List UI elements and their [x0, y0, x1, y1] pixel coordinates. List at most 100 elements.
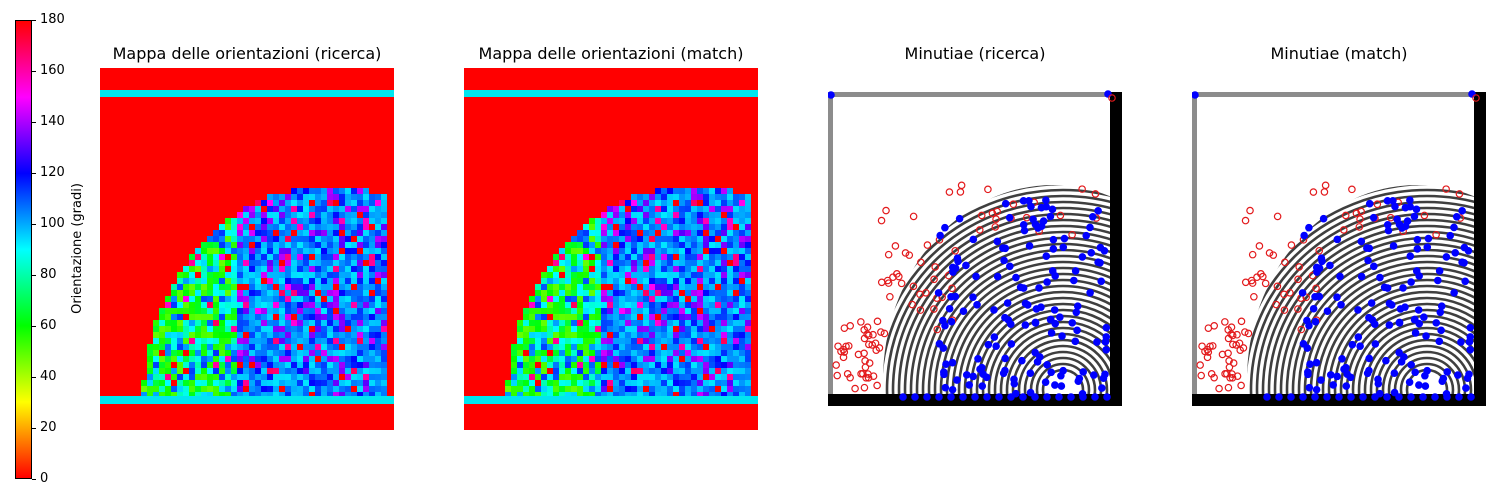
ridge-end-marker [1321, 181, 1330, 190]
ridge-end-marker [865, 340, 873, 349]
bifurcation-marker [1102, 345, 1110, 354]
ridge-end-marker [909, 282, 918, 291]
ridge-end-marker [1259, 272, 1267, 281]
bifurcation-marker [1421, 382, 1430, 390]
ridge-end-marker [1224, 383, 1233, 392]
bifurcation-marker [1094, 258, 1102, 266]
bifurcation-marker [1365, 244, 1374, 253]
bifurcation-marker [1031, 348, 1039, 357]
bifurcation-marker [942, 360, 950, 369]
ridge-end-marker [1197, 371, 1206, 380]
bifurcation-marker [1376, 273, 1384, 282]
ridge-end-marker [839, 345, 848, 354]
bifurcation-marker [1389, 196, 1397, 205]
bifurcation-marker [1354, 333, 1363, 341]
ridge-end-marker [864, 373, 873, 382]
ridge-end-marker [1203, 345, 1212, 354]
ridge-end-marker [1287, 241, 1296, 249]
ridge-end-marker [1356, 215, 1364, 223]
bifurcation-marker [1070, 276, 1078, 285]
colorbar-tick [32, 326, 36, 327]
ridge-end-marker [1432, 230, 1440, 239]
bifurcation-marker [1057, 382, 1066, 390]
bifurcation-marker [962, 371, 971, 379]
bifurcation-marker [1333, 372, 1342, 381]
ridge-end-marker [882, 206, 890, 215]
bifurcation-marker [1031, 393, 1039, 401]
bifurcation-marker [1407, 393, 1415, 401]
ridge-end-marker [1250, 292, 1258, 301]
bifurcation-marker [1466, 323, 1475, 332]
bifurcation-marker [1309, 304, 1318, 313]
ridge-end-marker [1009, 200, 1018, 209]
bifurcation-marker [1367, 299, 1376, 307]
ridge-end-marker [1068, 230, 1076, 239]
bifurcation-marker [936, 231, 944, 240]
ridge-end-marker [1294, 305, 1302, 313]
colorbar-tick [32, 377, 36, 378]
bifurcation-marker [1374, 379, 1383, 388]
ridge-end-marker [1221, 318, 1229, 326]
bifurcation-marker [1413, 235, 1422, 244]
bifurcation-marker [1315, 292, 1324, 301]
bifurcation-marker [1356, 342, 1364, 350]
ridge-end-marker [1218, 350, 1227, 359]
bifurcation-marker [1370, 262, 1378, 271]
bifurcation-marker [1443, 368, 1452, 376]
colorbar-tick-label: 0 [40, 471, 49, 486]
bifurcation-marker [1411, 315, 1419, 324]
ridge-end-marker [922, 288, 930, 297]
bifurcation-marker [1049, 235, 1058, 244]
bifurcation-marker [1437, 302, 1446, 310]
bifurcation-marker [1329, 381, 1338, 389]
ridge-end-marker [923, 241, 932, 249]
ridge-end-marker [984, 185, 992, 194]
bifurcation-marker [1458, 207, 1466, 215]
ridge-end-marker [1233, 372, 1242, 380]
bifurcation-marker [941, 223, 949, 232]
ridge-end-marker [877, 278, 886, 287]
bifurcation-marker [978, 382, 987, 390]
ridge-end-marker [1255, 242, 1264, 250]
bifurcation-marker [1021, 321, 1030, 329]
bifurcation-marker [1421, 371, 1429, 380]
bifurcation-marker [978, 363, 986, 372]
bifurcation-marker [1043, 361, 1051, 369]
ridge-end-marker [1341, 211, 1350, 220]
bifurcation-marker [1465, 370, 1473, 379]
ridge-end-marker [901, 249, 910, 257]
bifurcation-marker [1385, 321, 1394, 329]
bifurcation-marker [1354, 306, 1362, 314]
bifurcation-marker [1035, 284, 1043, 292]
bifurcation-marker [953, 376, 961, 384]
orientation-map-search [100, 68, 394, 430]
bifurcation-marker [1103, 393, 1111, 401]
bifurcation-marker [1401, 203, 1410, 212]
bifurcation-marker [1102, 323, 1111, 332]
ridge-end-marker [975, 226, 984, 234]
ridge-end-marker [869, 372, 878, 380]
bifurcation-marker [1303, 368, 1312, 376]
orientation-map-match [464, 68, 758, 430]
ridge-end-marker [1280, 306, 1289, 314]
bifurcation-marker [899, 393, 907, 401]
bifurcation-marker [1299, 393, 1307, 401]
bifurcation-marker [945, 304, 954, 313]
colorbar-tick-label: 80 [40, 267, 57, 282]
ridge-end-marker [851, 384, 859, 393]
ridge-end-marker [1224, 334, 1233, 343]
ridge-end-marker [865, 359, 874, 367]
bifurcation-marker [949, 268, 957, 276]
bifurcation-marker [1333, 235, 1342, 244]
ridge-end-marker [1210, 322, 1219, 330]
ridge-end-marker [886, 292, 894, 301]
ridge-end-marker [1420, 211, 1429, 220]
ridge-end-marker [1261, 279, 1270, 288]
bifurcation-marker [1348, 340, 1357, 349]
ridge-end-marker [933, 325, 942, 334]
bifurcation-marker [1049, 245, 1058, 253]
bifurcation-marker [1001, 354, 1010, 363]
ridge-end-marker [860, 326, 869, 334]
ridge-end-marker [1355, 223, 1364, 231]
bifurcation-marker [1023, 301, 1032, 309]
